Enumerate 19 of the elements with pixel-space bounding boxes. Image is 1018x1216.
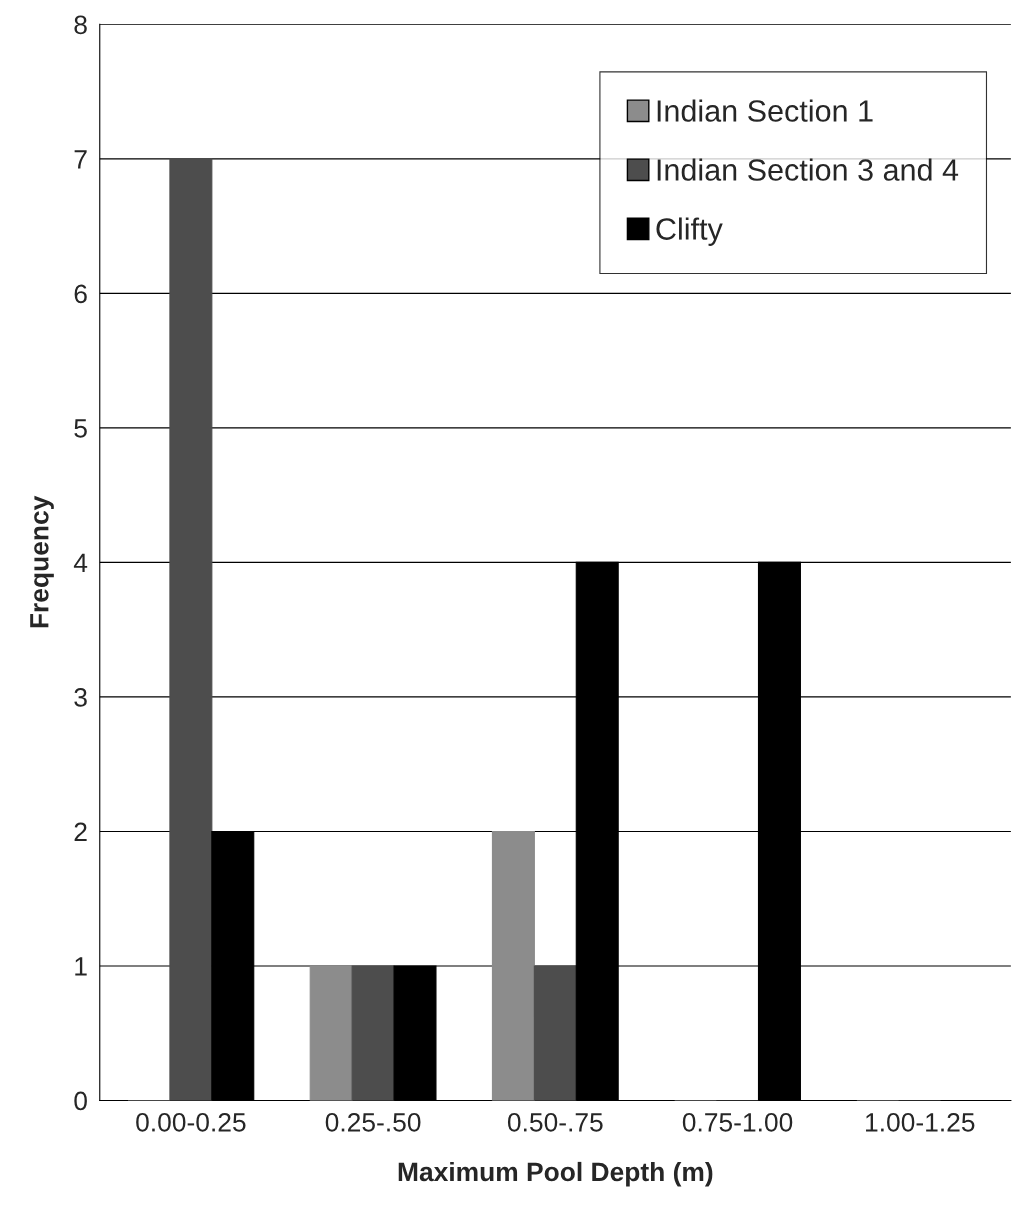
y-tick-label: 2: [74, 822, 87, 841]
x-tick-label: 0.25-.50: [325, 1112, 421, 1132]
legend-label: Clifty: [656, 217, 723, 246]
y-axis-title: Frequency: [30, 495, 54, 628]
x-tick-label: 1.00-1.25: [866, 1112, 975, 1132]
x-tick-label: 0.00-0.25: [136, 1112, 246, 1132]
y-tick-label: 3: [74, 688, 87, 707]
legend-label: Indian Section 3 and 4: [657, 158, 959, 181]
y-tick-label: 0: [74, 1091, 87, 1111]
y-tick-label: 4: [73, 553, 88, 572]
y-tick-label: 6: [74, 284, 87, 304]
y-tick-label: 1: [75, 957, 87, 976]
x-tick-label: 0.75-1.00: [682, 1112, 793, 1132]
y-tick-label: 5: [74, 419, 87, 438]
x-tick-label: 0.50-.75: [507, 1112, 603, 1132]
y-tick-label: 7: [74, 150, 87, 169]
x-axis-title: Maximum Pool Depth (m): [398, 1161, 713, 1187]
y-tick-label: 8: [74, 15, 87, 35]
legend-label: Indian Section 1: [657, 99, 873, 122]
